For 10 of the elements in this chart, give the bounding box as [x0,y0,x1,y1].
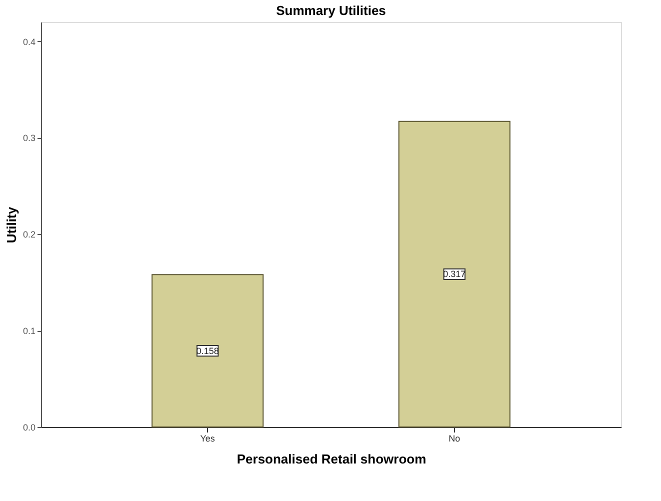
y-tick-label: 0.3 [22,133,36,144]
y-axis-title: Utility [4,206,19,244]
chart-title: Summary Utilities [276,3,386,18]
y-tick-label: 0.0 [22,422,36,432]
x-tick-label: Yes [200,434,216,444]
y-tick-label: 0.1 [22,326,36,336]
y-tick-label: 0.4 [22,36,36,47]
x-axis-title: Personalised Retail showroom [236,452,426,466]
x-tick-label: No [448,434,460,444]
y-tick-label: 0.2 [22,230,36,240]
